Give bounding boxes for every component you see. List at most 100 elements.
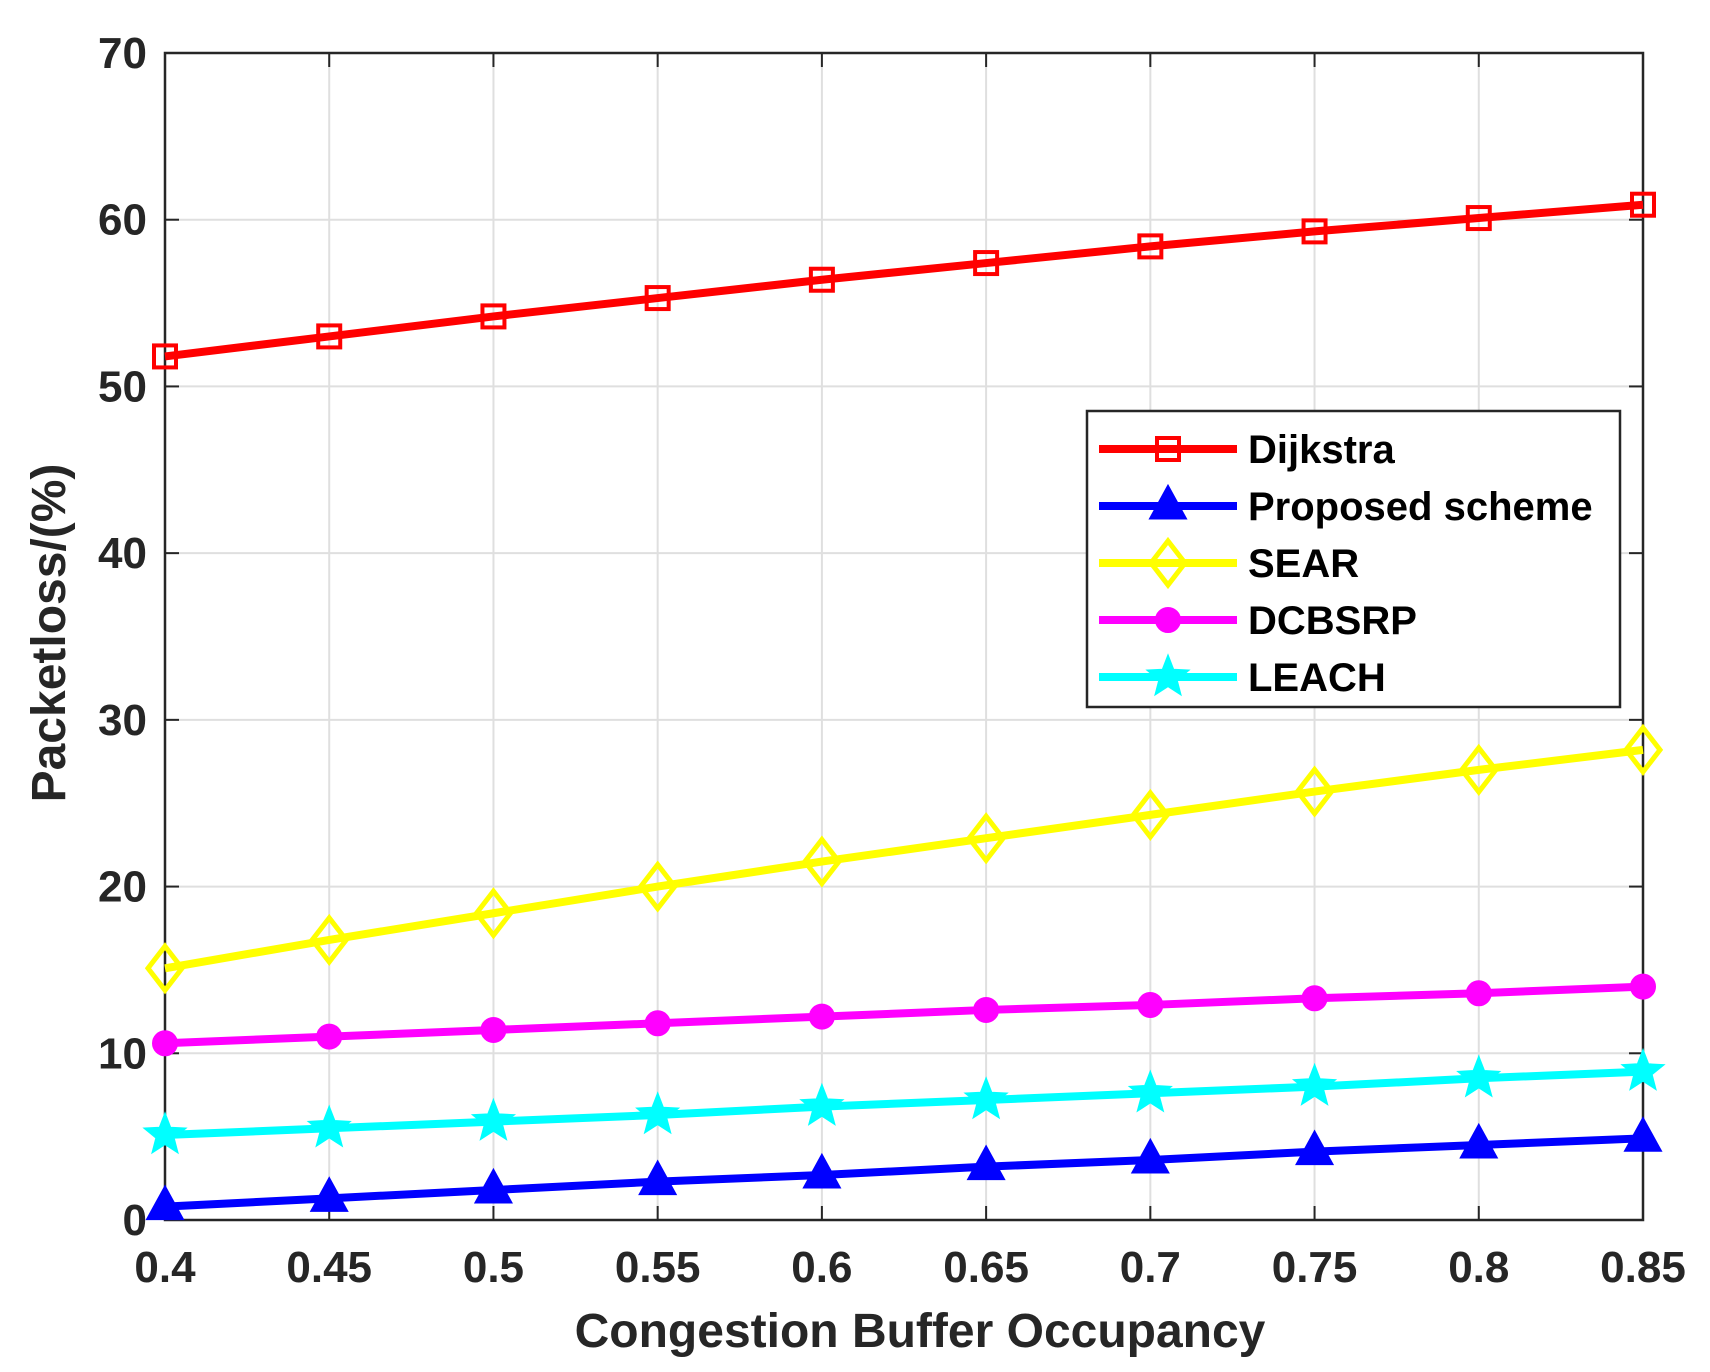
data-point xyxy=(1137,233,1164,260)
data-point xyxy=(1155,436,1181,462)
series-proposed-scheme xyxy=(145,1116,1663,1221)
data-point xyxy=(965,812,1007,865)
data-point xyxy=(808,266,835,293)
data-point xyxy=(638,1159,678,1196)
legend-item: DCBSRP xyxy=(1099,599,1417,643)
data-point xyxy=(306,1104,352,1148)
data-point xyxy=(480,1016,507,1043)
series-line xyxy=(164,982,1644,1048)
data-point xyxy=(1456,1054,1502,1098)
x-tick-label: 0.6 xyxy=(791,1243,852,1292)
data-point xyxy=(1294,765,1335,818)
data-point xyxy=(963,1076,1009,1120)
series-layer xyxy=(142,191,1666,1221)
data-point xyxy=(1620,1047,1666,1091)
y-tick-label: 40 xyxy=(98,529,147,578)
data-point xyxy=(1459,1122,1499,1159)
data-point xyxy=(152,1030,178,1057)
y-tick-label: 50 xyxy=(98,362,147,411)
data-point xyxy=(473,887,514,940)
x-tick-label: 0.75 xyxy=(1272,1243,1358,1292)
data-point xyxy=(973,250,1000,277)
x-tick-label: 0.85 xyxy=(1600,1243,1686,1292)
data-point xyxy=(802,1152,842,1189)
data-point xyxy=(1295,1129,1335,1166)
series-dcbsrp xyxy=(152,973,1656,1057)
y-tick-label: 70 xyxy=(98,29,147,78)
x-tick-label: 0.4 xyxy=(134,1243,196,1292)
x-tick-label: 0.45 xyxy=(286,1243,372,1292)
data-point xyxy=(1137,991,1164,1018)
y-tick-label: 10 xyxy=(98,1029,147,1078)
data-point xyxy=(1155,607,1181,633)
data-point xyxy=(1622,723,1664,776)
data-point xyxy=(152,343,178,370)
data-point xyxy=(1623,1116,1663,1152)
data-point xyxy=(1465,980,1492,1007)
x-tick-label: 0.8 xyxy=(1448,1243,1509,1292)
x-tick-label: 0.7 xyxy=(1120,1243,1181,1292)
data-point xyxy=(1130,1137,1170,1174)
data-point xyxy=(309,913,350,967)
data-point xyxy=(808,1003,835,1030)
legend-item: LEACH xyxy=(1099,653,1386,700)
data-point xyxy=(801,835,843,888)
data-point xyxy=(1301,218,1328,245)
y-tick-label: 30 xyxy=(98,696,147,745)
legend: Dijkstra Proposed scheme SEAR DCBSRP LEACH xyxy=(1085,409,1622,709)
axes xyxy=(163,51,1645,1222)
x-tick-label: 0.65 xyxy=(943,1243,1029,1292)
legend-label: DCBSRP xyxy=(1248,599,1417,643)
data-point xyxy=(142,1111,188,1155)
data-point xyxy=(637,860,678,913)
legend-label: SEAR xyxy=(1248,542,1359,586)
y-axis-label: Packetloss/(%) xyxy=(23,464,76,803)
data-point xyxy=(973,996,1000,1023)
data-point xyxy=(480,303,507,330)
data-point xyxy=(1465,205,1492,232)
legend-label: Dijkstra xyxy=(1248,428,1395,472)
data-point xyxy=(644,285,671,312)
data-point xyxy=(1130,788,1171,841)
data-point xyxy=(473,1167,513,1204)
data-point xyxy=(145,1184,185,1221)
data-point xyxy=(1148,483,1188,520)
data-point xyxy=(1630,973,1656,1000)
data-point xyxy=(1127,1069,1173,1113)
series-line xyxy=(164,1134,1644,1211)
data-point xyxy=(316,1023,343,1050)
data-point xyxy=(799,1082,845,1126)
plot-frame xyxy=(163,51,1645,1222)
data-point xyxy=(1301,985,1328,1012)
data-point xyxy=(1147,536,1189,590)
legend-label: Proposed scheme xyxy=(1248,485,1593,529)
data-point xyxy=(309,1176,349,1212)
data-point xyxy=(1291,1062,1338,1106)
y-tick-label: 60 xyxy=(98,196,147,245)
x-axis-label: Congestion Buffer Occupancy xyxy=(575,1305,1266,1358)
data-point xyxy=(316,323,343,350)
series-line xyxy=(164,745,1644,973)
legend-item: SEAR xyxy=(1099,536,1359,590)
series-sear xyxy=(144,723,1664,995)
legend-label: LEACH xyxy=(1248,656,1386,700)
data-point xyxy=(1630,191,1656,218)
series-leach xyxy=(142,1047,1666,1155)
y-tick-label: 0 xyxy=(123,1196,147,1245)
legend-item: Proposed scheme xyxy=(1099,483,1593,529)
series-line xyxy=(164,200,1644,361)
data-point xyxy=(1458,743,1499,796)
x-tick-label: 0.55 xyxy=(615,1243,701,1292)
legend-item: Dijkstra xyxy=(1099,428,1395,472)
x-tick-label: 0.5 xyxy=(463,1243,524,1292)
data-point xyxy=(635,1091,681,1135)
series-line xyxy=(164,1067,1644,1139)
data-point xyxy=(644,1010,671,1037)
y-tick-label: 20 xyxy=(98,863,147,912)
data-point xyxy=(966,1144,1006,1181)
tick-labels: 0.4 0.45 0.5 0.55 0.6 0.65 0.7 0.75 0.8 0.85 0 10 20… xyxy=(98,29,1686,1292)
data-point xyxy=(470,1097,517,1141)
series-dijkstra xyxy=(152,191,1656,370)
data-point xyxy=(1145,653,1191,697)
